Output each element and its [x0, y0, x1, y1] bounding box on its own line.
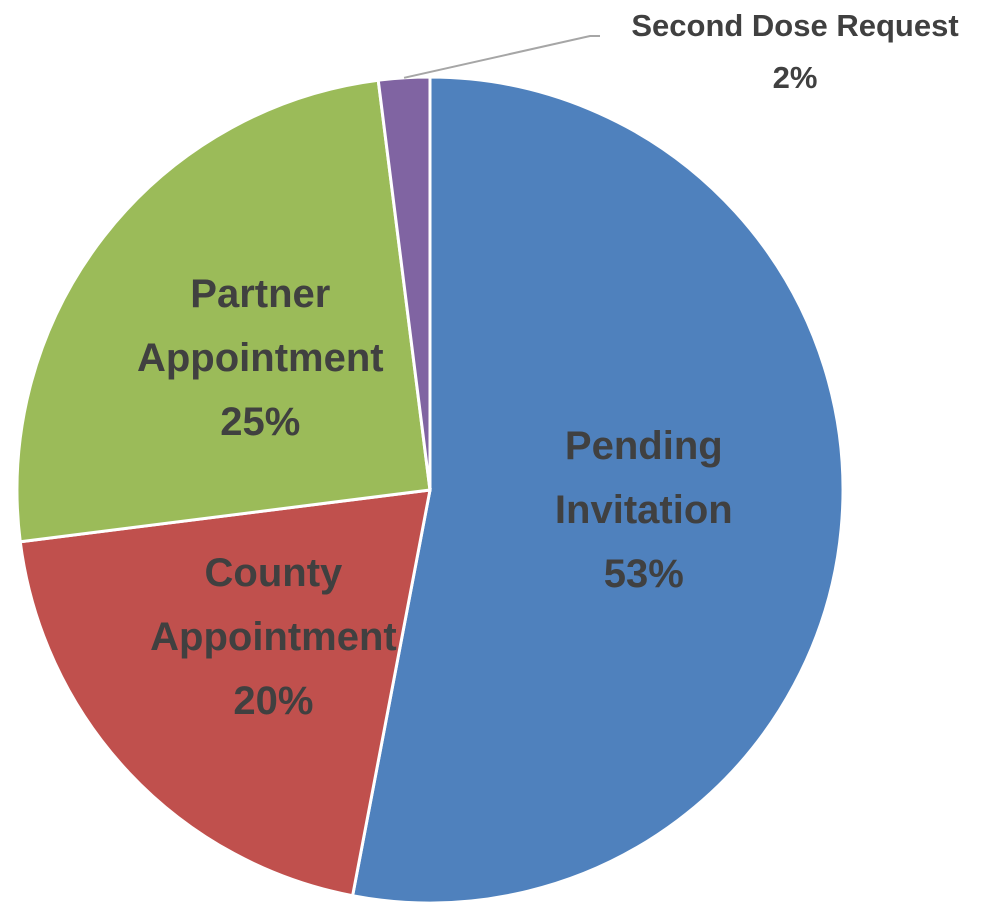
slice-label: Pending Invitation 53%: [519, 414, 769, 606]
pie-slice: [15, 78, 432, 544]
slice-label: Second Dose Request 2%: [631, 0, 958, 104]
category-label: Partner Appointment: [136, 272, 384, 381]
slice-label: County Appointment 20%: [148, 541, 398, 733]
category-label: County Appointment: [150, 551, 397, 659]
pie-slice: [376, 75, 432, 491]
category-label: Second Dose Request: [631, 8, 959, 43]
pie-slice: [18, 488, 432, 898]
leader-line: [403, 35, 600, 79]
value-label: 25%: [220, 400, 301, 445]
value-label: 20%: [233, 679, 314, 723]
category-label: Pending Invitation: [554, 424, 733, 533]
pie-slice: [350, 75, 845, 904]
slice-label: Partner Appointment 25%: [135, 262, 385, 454]
value-label: 53%: [603, 552, 684, 597]
value-label: 2%: [772, 60, 818, 95]
